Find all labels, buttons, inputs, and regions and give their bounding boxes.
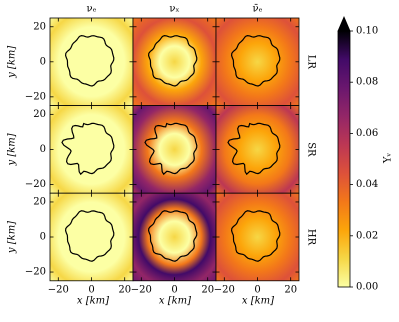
y-tick-label: −20: [25, 179, 46, 190]
column-title: νₑ: [87, 4, 97, 15]
y-label: y [km]: [7, 46, 18, 79]
colorbar-tick-label: 0.04: [356, 179, 378, 190]
colorbar-tick-label: 0.08: [356, 77, 378, 88]
y-tick-label: 0: [40, 56, 46, 67]
heatmap-panel: [50, 193, 133, 281]
row-label: LR: [306, 55, 317, 70]
contour: [230, 34, 281, 87]
x-tick-label: 20: [201, 284, 214, 295]
heatmap-panel: [133, 18, 216, 106]
heatmap-panel: [50, 105, 133, 194]
colorbar-extend: [337, 15, 351, 32]
y-tick-label: 20: [33, 196, 46, 207]
y-tick-label: 20: [33, 109, 46, 120]
x-label: x [km]: [77, 296, 109, 307]
contour: [61, 122, 115, 176]
x-tick-label: 20: [284, 284, 297, 295]
contour: [230, 210, 281, 262]
x-tick-label: −20: [214, 284, 235, 295]
y-label: y [km]: [7, 221, 18, 254]
colorbar-tick-label: 0.06: [356, 128, 378, 139]
y-label: y [km]: [7, 133, 18, 166]
column-title: ν̄ₑ: [253, 4, 263, 15]
y-tick-label: −20: [25, 267, 46, 278]
colorbar: [337, 30, 351, 288]
x-tick-label: 0: [254, 284, 260, 295]
contour: [147, 34, 198, 87]
contour: [144, 122, 198, 176]
colorbar-label: Yᵥ: [383, 153, 394, 165]
y-tick-label: 20: [33, 21, 46, 32]
contour: [64, 210, 115, 262]
heatmap-panel: [133, 105, 216, 194]
heatmap-panel: [216, 105, 299, 194]
x-label: x [km]: [159, 296, 191, 307]
x-label: x [km]: [242, 296, 274, 307]
heatmap-panel: [133, 193, 216, 281]
x-tick-label: 0: [171, 284, 177, 295]
y-tick-label: −20: [25, 91, 46, 102]
heatmap-panel: [216, 193, 299, 281]
x-tick-label: −20: [48, 284, 69, 295]
x-tick-label: −20: [131, 284, 152, 295]
colorbar-tick-label: 0.02: [356, 230, 378, 241]
column-title: νₓ: [169, 4, 179, 15]
x-tick-label: 20: [118, 284, 131, 295]
row-label: HR: [306, 229, 317, 246]
x-tick-label: 0: [88, 284, 94, 295]
contour: [64, 34, 115, 87]
heatmap-panel: [50, 18, 133, 106]
row-label: SR: [306, 142, 317, 157]
colorbar-tick-label: 0.10: [356, 26, 378, 37]
colorbar-tick-label: 0.00: [356, 282, 378, 293]
contour: [227, 122, 281, 176]
contour: [147, 210, 198, 262]
y-tick-label: 0: [40, 144, 46, 155]
heatmap-panel: [216, 18, 299, 106]
y-tick-label: 0: [40, 232, 46, 243]
